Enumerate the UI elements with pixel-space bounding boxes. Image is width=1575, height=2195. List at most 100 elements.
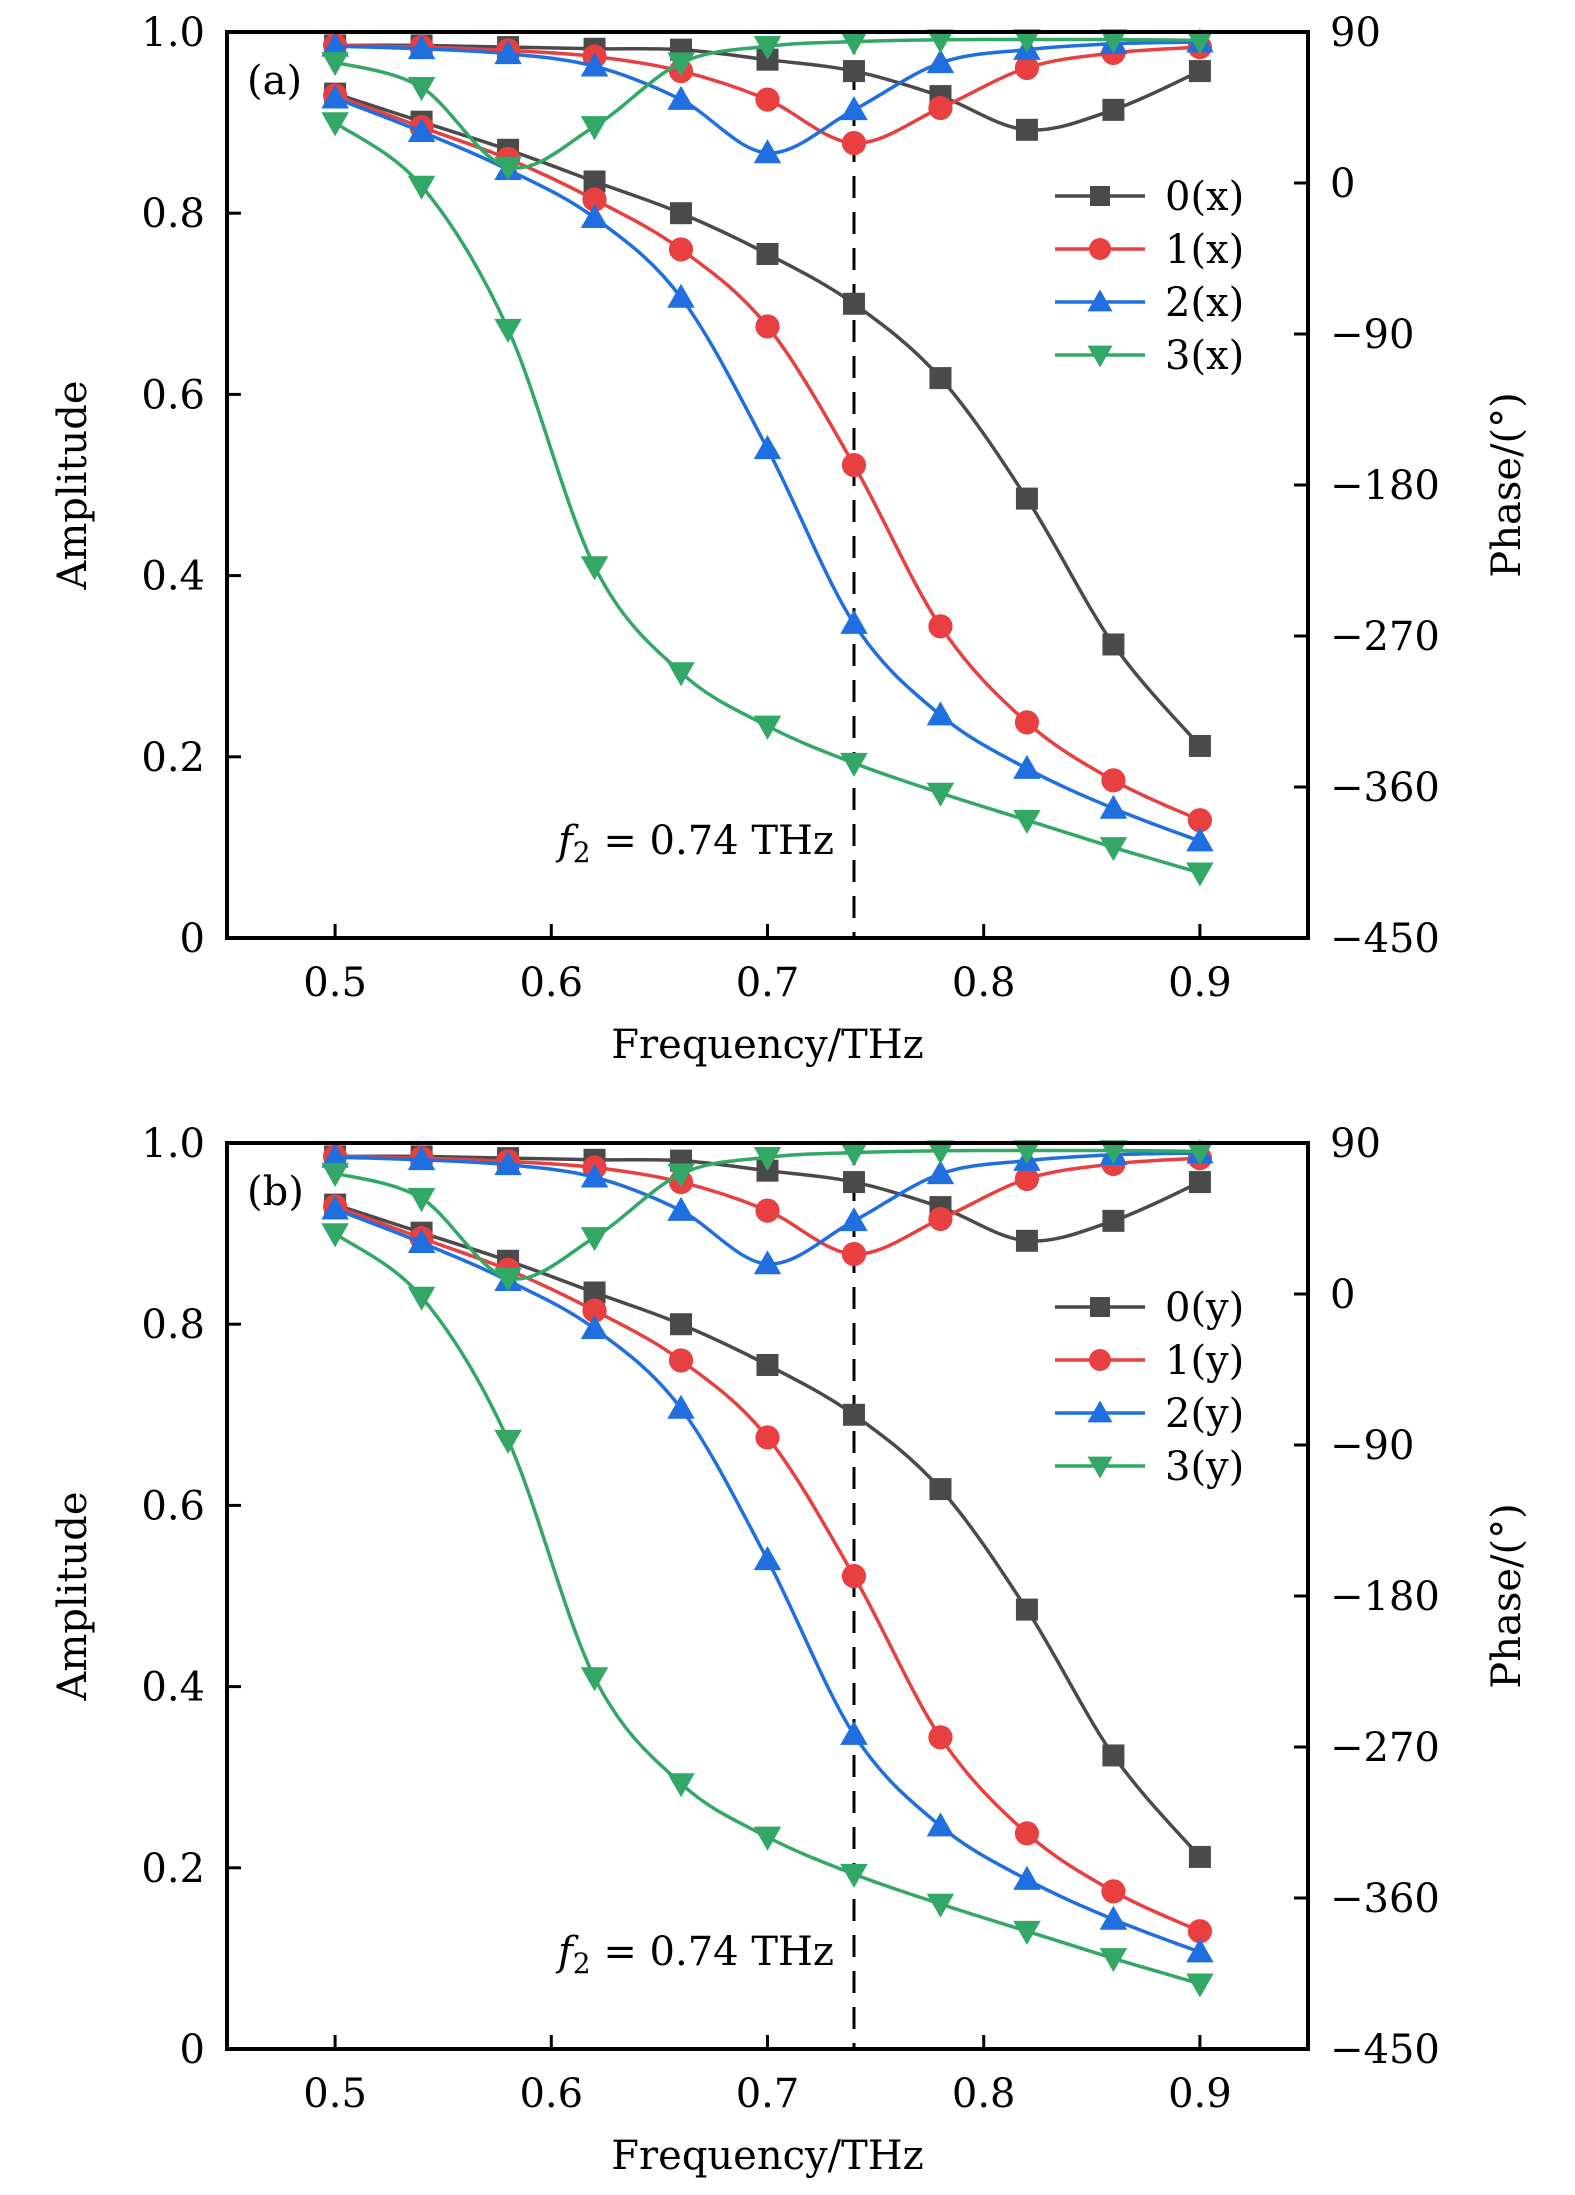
phase-point: [1186, 1141, 1214, 1166]
phase-line: [334, 1148, 1200, 1281]
phase-point: [494, 156, 522, 181]
y2-tick-label: 0: [1330, 161, 1355, 207]
phase-point: [1014, 55, 1040, 81]
y-tick-label: 0.2: [141, 735, 205, 781]
phase-point: [494, 40, 522, 65]
x-tick-label: 0.8: [952, 960, 1016, 1006]
plot-frame: [225, 30, 1310, 940]
phase-point: [840, 31, 868, 56]
amplitude-point: [1102, 1744, 1125, 1767]
legend-label: 2(x): [1165, 280, 1244, 326]
x-tick-label: 0.5: [303, 2071, 367, 2117]
phase-point: [840, 1142, 868, 1167]
legend-marker: [1089, 1349, 1111, 1371]
y2-tick-label: −90: [1330, 312, 1414, 358]
amplitude-point: [756, 242, 779, 265]
amplitude-point: [668, 237, 694, 262]
x-tick-label: 0.5: [303, 960, 367, 1006]
phase-point: [1015, 1229, 1038, 1252]
y-tick-label: 0.8: [141, 1302, 205, 1348]
amplitude-point: [1013, 809, 1041, 834]
legend-label: 1(y): [1165, 1338, 1244, 1384]
phase-point: [840, 1207, 868, 1232]
y2-tick-label: −90: [1330, 1423, 1414, 1469]
amplitude-point: [1188, 734, 1211, 757]
amplitude-point: [494, 318, 522, 343]
plot-frame: [225, 1141, 1310, 2051]
phase-point: [407, 35, 436, 60]
phase-point: [1102, 98, 1125, 121]
phase-point: [1014, 1166, 1040, 1192]
amplitude-point: [580, 1314, 609, 1340]
legend: 0(y) 1(y) 2(y) 3(y): [1055, 1285, 1244, 1490]
y2-axis-title: Phase/(°): [1484, 1503, 1530, 1688]
annotation-value: = 0.74 THz: [591, 818, 834, 864]
annotation-subscript: 2: [573, 1947, 591, 1980]
legend-item: 0(x): [1055, 174, 1244, 220]
amplitude-point: [753, 1546, 782, 1571]
amplitude-point: [840, 609, 868, 634]
phase-point: [840, 96, 868, 121]
amplitude-point: [670, 1313, 693, 1336]
phase-point: [753, 35, 782, 61]
series-triangle-down: [321, 1140, 1214, 1998]
phase-point: [1188, 60, 1211, 83]
amplitude-point: [928, 1725, 953, 1750]
annotation-f2: f2 = 0.74 THz: [555, 818, 834, 869]
legend-marker: [1087, 1400, 1113, 1423]
phase-point: [407, 77, 436, 102]
legend-marker: [1087, 289, 1113, 312]
phase-point: [753, 1146, 782, 1172]
amplitude-point: [1186, 827, 1214, 852]
amplitude-point: [582, 187, 607, 212]
phase-point: [494, 1151, 522, 1176]
x-axis-title: Frequency/THz: [611, 1022, 923, 1068]
amplitude-line: [334, 91, 1202, 748]
series-triangle-down: [321, 29, 1214, 887]
amplitude-point: [1013, 1920, 1041, 1945]
amplitude-point: [755, 1425, 780, 1450]
y2-tick-label: −450: [1330, 916, 1440, 962]
phase-point: [1013, 29, 1041, 54]
amplitude-point: [840, 1720, 868, 1745]
phase-point: [1099, 1140, 1128, 1165]
y-tick-label: 0.4: [141, 554, 205, 600]
amplitude-line: [334, 1232, 1201, 1986]
amplitude-point: [753, 435, 782, 460]
amplitude-point: [583, 170, 606, 193]
y2-tick-label: 0: [1330, 1272, 1355, 1318]
amplitude-point: [1101, 768, 1126, 793]
amplitude-point: [1099, 837, 1128, 862]
legend-marker: [1087, 1456, 1113, 1479]
y2-axis-title: Phase/(°): [1484, 392, 1530, 577]
legend-item: 0(y): [1055, 1285, 1244, 1331]
amplitude-point: [1187, 808, 1212, 833]
amplitude-line: [334, 1202, 1202, 1859]
phase-point: [926, 29, 955, 54]
phase-point: [667, 1196, 695, 1221]
phase-point: [580, 52, 609, 77]
amplitude-point: [840, 1863, 868, 1888]
phase-point: [580, 1227, 609, 1252]
amplitude-point: [1102, 633, 1125, 656]
phase-point: [321, 1162, 349, 1187]
phase-point: [407, 1146, 436, 1171]
amplitude-point: [1015, 487, 1038, 510]
x-tick-label: 0.9: [1168, 2071, 1232, 2117]
amplitude-point: [407, 175, 436, 200]
phase-point: [321, 51, 349, 76]
amplitude-point: [1014, 710, 1040, 735]
amplitude-point: [1099, 1948, 1128, 1973]
amplitude-point: [1015, 1598, 1038, 1621]
amplitude-point: [1186, 1938, 1214, 1963]
phase-point: [753, 1250, 782, 1275]
amplitude-point: [1013, 1865, 1041, 1890]
amplitude-point: [929, 367, 952, 390]
amplitude-point: [667, 662, 695, 687]
y-tick-label: 0.6: [141, 372, 205, 418]
amplitude-point: [1013, 754, 1041, 779]
amplitude-point: [1014, 1821, 1040, 1846]
y-axis-title: Amplitude: [50, 380, 96, 590]
legend: 0(x) 1(x) 2(x) 3(x): [1055, 174, 1244, 379]
